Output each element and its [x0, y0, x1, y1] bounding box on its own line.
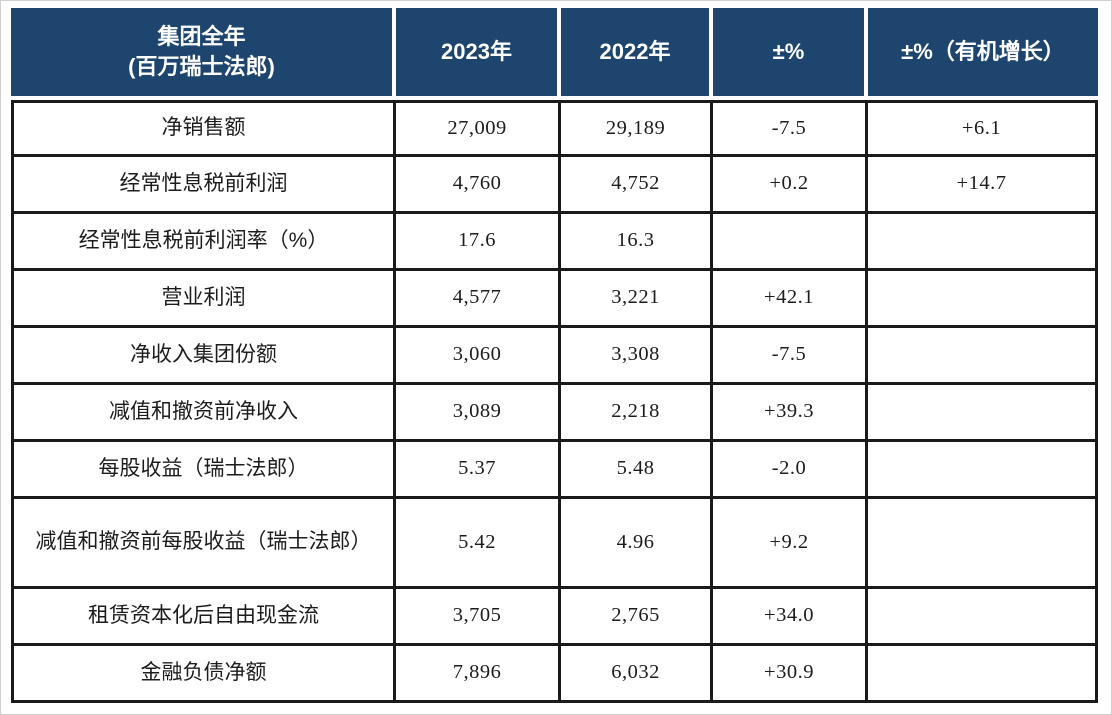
- value-2022: 4.96: [561, 499, 713, 589]
- header-metric-line1: 集团全年: [157, 24, 246, 50]
- value-2022: 5.48: [561, 442, 713, 499]
- header-cell-metric: 集团全年 (百万瑞士法郎): [11, 8, 396, 100]
- value-2023: 3,060: [396, 328, 561, 385]
- value-2022: 16.3: [561, 214, 713, 271]
- value-pct: +30.9: [713, 646, 868, 703]
- value-pct: +0.2: [713, 157, 868, 214]
- value-pct: +9.2: [713, 499, 868, 589]
- value-2022: 4,752: [561, 157, 713, 214]
- value-2023: 27,009: [396, 100, 561, 157]
- value-organic-pct: [868, 646, 1098, 703]
- value-2023: 3,705: [396, 589, 561, 646]
- value-pct: +34.0: [713, 589, 868, 646]
- value-2023: 7,896: [396, 646, 561, 703]
- row-label-net-income-before-impairment: 减值和撤资前净收入: [11, 385, 396, 442]
- row-label-recurring-ebit-margin: 经常性息税前利润率（%）: [11, 214, 396, 271]
- value-2022: 29,189: [561, 100, 713, 157]
- financial-results-table: 集团全年 (百万瑞士法郎) 2023年 2022年 ±% ±%（有机增长） 净销…: [11, 8, 1098, 703]
- value-pct: -2.0: [713, 442, 868, 499]
- header-cell-2022: 2022年: [561, 8, 713, 100]
- value-pct: -7.5: [713, 100, 868, 157]
- header-cell-organic-pct: ±%（有机增长）: [868, 8, 1098, 100]
- value-2022: 6,032: [561, 646, 713, 703]
- row-label-eps: 每股收益（瑞士法郎）: [11, 442, 396, 499]
- row-label-net-sales: 净销售额: [11, 100, 396, 157]
- value-2023: 5.42: [396, 499, 561, 589]
- value-organic-pct: [868, 442, 1098, 499]
- value-organic-pct: [868, 385, 1098, 442]
- row-label-net-financial-debt: 金融负债净额: [11, 646, 396, 703]
- value-organic-pct: [868, 328, 1098, 385]
- value-2022: 2,218: [561, 385, 713, 442]
- value-organic-pct: +6.1: [868, 100, 1098, 157]
- row-label-net-income-group-share: 净收入集团份额: [11, 328, 396, 385]
- header-metric-line2: (百万瑞士法郎): [128, 54, 275, 79]
- value-organic-pct: +14.7: [868, 157, 1098, 214]
- row-label-recurring-ebit: 经常性息税前利润: [11, 157, 396, 214]
- row-label-operating-profit: 营业利润: [11, 271, 396, 328]
- value-2023: 17.6: [396, 214, 561, 271]
- value-2022: 2,765: [561, 589, 713, 646]
- value-2023: 3,089: [396, 385, 561, 442]
- value-organic-pct: [868, 589, 1098, 646]
- value-2023: 4,760: [396, 157, 561, 214]
- value-2022: 3,308: [561, 328, 713, 385]
- value-2023: 4,577: [396, 271, 561, 328]
- value-2023: 5.37: [396, 442, 561, 499]
- value-pct: -7.5: [713, 328, 868, 385]
- value-2022: 3,221: [561, 271, 713, 328]
- row-label-free-cash-flow: 租赁资本化后自由现金流: [11, 589, 396, 646]
- value-pct: +42.1: [713, 271, 868, 328]
- header-cell-pct: ±%: [713, 8, 868, 100]
- value-organic-pct: [868, 499, 1098, 589]
- value-pct: [713, 214, 868, 271]
- header-cell-2023: 2023年: [396, 8, 561, 100]
- value-organic-pct: [868, 214, 1098, 271]
- value-pct: +39.3: [713, 385, 868, 442]
- value-organic-pct: [868, 271, 1098, 328]
- row-label-eps-before-impairment: 减值和撤资前每股收益（瑞士法郎）: [11, 499, 396, 589]
